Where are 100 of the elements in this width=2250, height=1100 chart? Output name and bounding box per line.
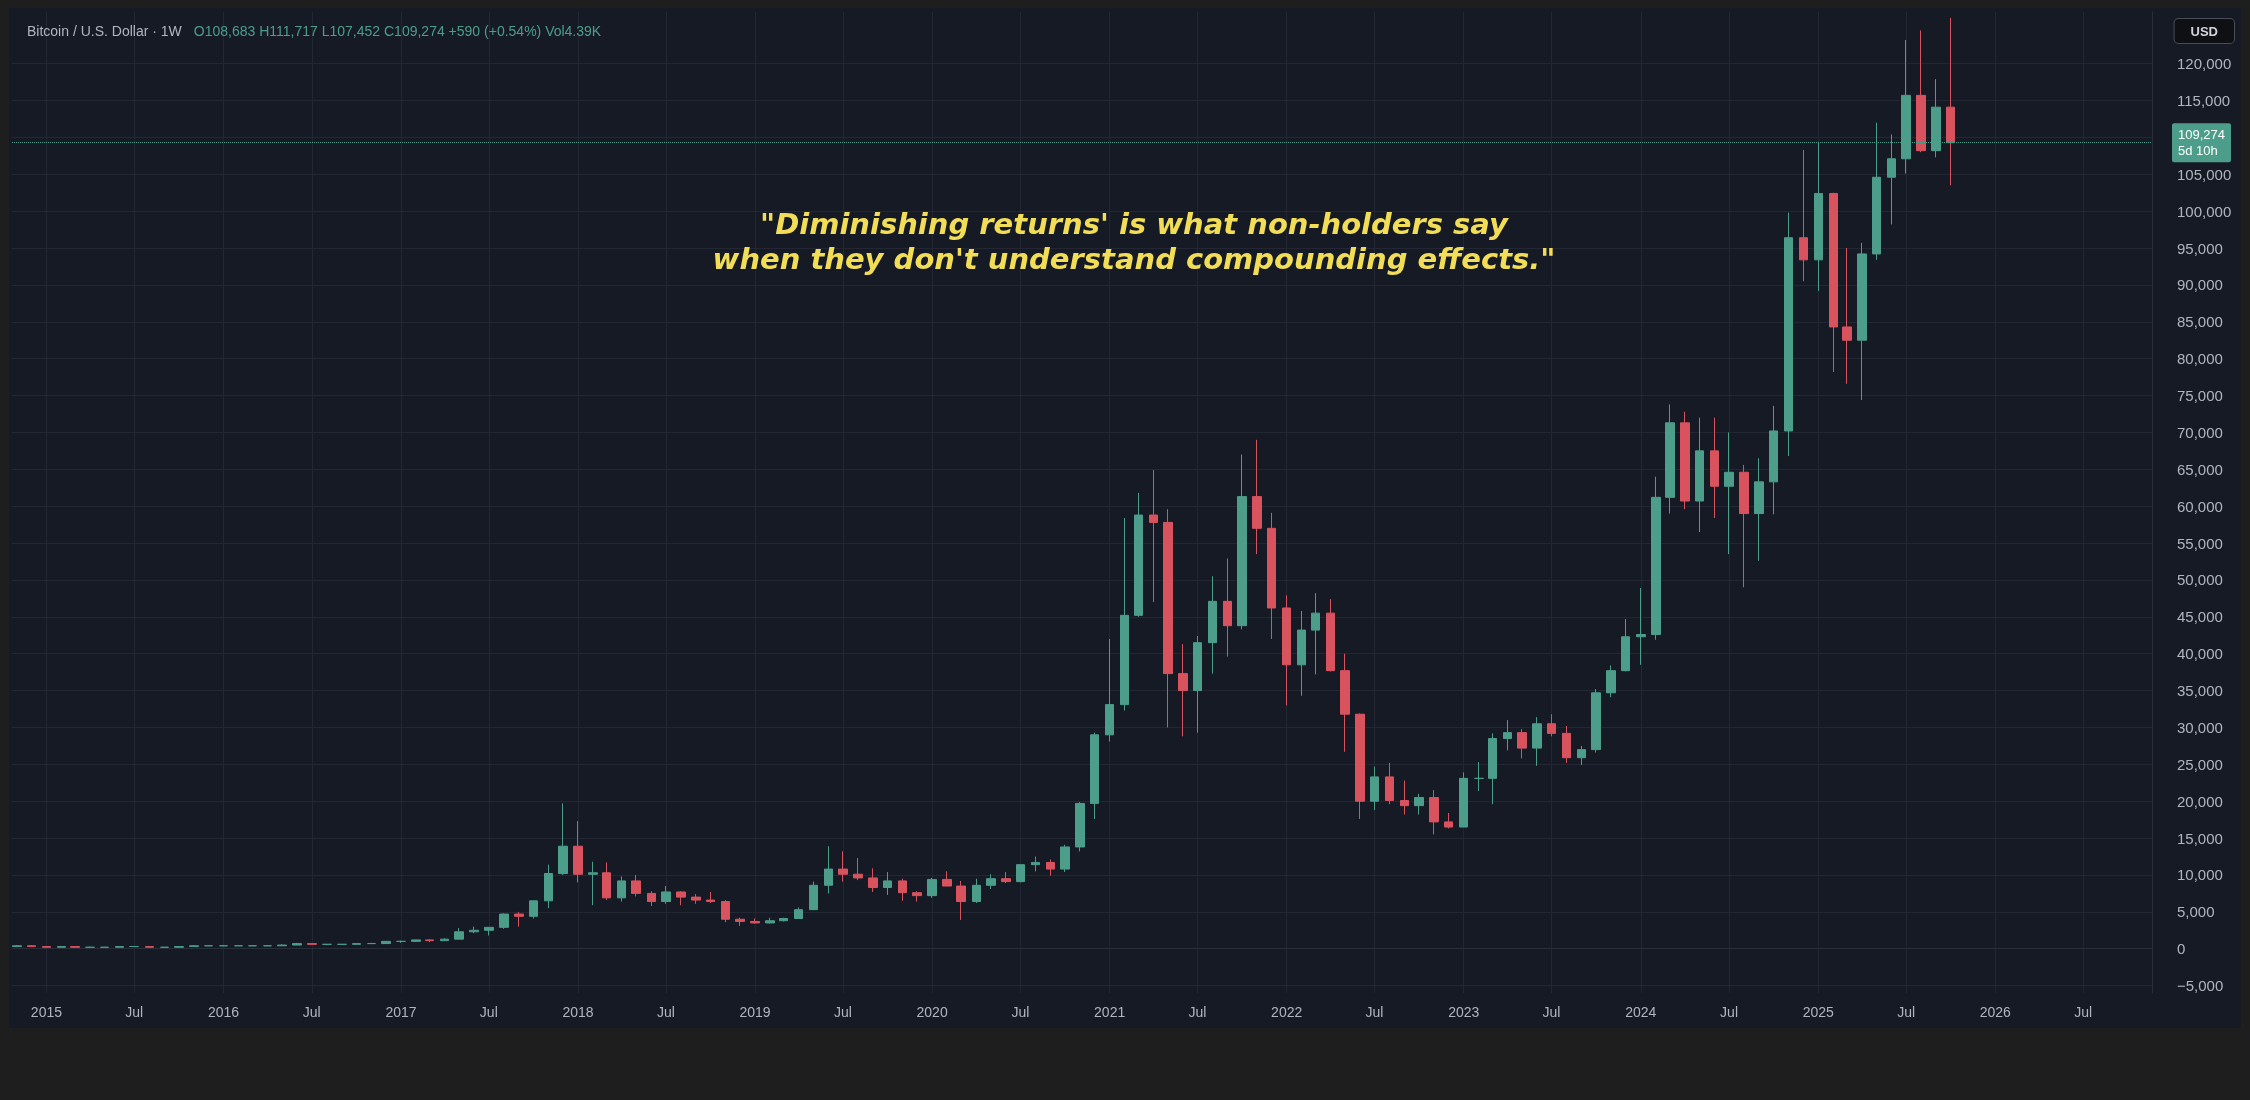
y-tick-label: 105,000 (2177, 165, 2232, 183)
candlestick (1237, 454, 1247, 630)
candlestick (1946, 17, 1955, 186)
x-tick-label: 2018 (562, 1004, 594, 1020)
candlestick (322, 943, 332, 946)
candlestick (1562, 725, 1571, 764)
candlestick (454, 927, 464, 940)
y-tick-label: 95,000 (2177, 239, 2223, 257)
candlestick (1724, 431, 1734, 555)
candlestick (1532, 716, 1542, 767)
candlestick (1916, 29, 1926, 153)
candlestick (721, 899, 730, 923)
x-tick-label: Jul (833, 1004, 852, 1020)
candlestick (1385, 762, 1394, 805)
candlestick (292, 942, 302, 946)
x-tick-label: Jul (1365, 1004, 1384, 1020)
candlestick (1429, 789, 1439, 835)
candlestick (469, 926, 479, 934)
x-tick-label: 2025 (1802, 1004, 1835, 1020)
candlestick (794, 906, 803, 919)
candlestick (1651, 476, 1661, 641)
candlestick (853, 857, 863, 881)
x-tick-label: Jul (1897, 1004, 1916, 1020)
x-tick-label: 2016 (207, 1004, 240, 1020)
candlestick (1060, 844, 1070, 873)
candlestick (1193, 635, 1202, 734)
candlestick (277, 943, 287, 947)
y-tick-label: 25,000 (2177, 755, 2223, 773)
candlestick (514, 911, 524, 928)
candlestick (558, 802, 568, 876)
candlestick (661, 885, 671, 905)
candlestick (1163, 508, 1173, 728)
candlestick (1282, 594, 1291, 706)
candlestick (1223, 558, 1232, 658)
candlestick (1695, 417, 1704, 533)
candlestick (1636, 587, 1646, 666)
candlestick (1517, 728, 1527, 759)
y-tick-label: 70,000 (2177, 423, 2223, 441)
candlestick (1400, 780, 1409, 815)
candlestick (1621, 618, 1630, 672)
candlestick (1842, 247, 1852, 385)
candlestick (1149, 469, 1158, 603)
candlestick (1031, 856, 1040, 872)
candlestick (779, 917, 788, 922)
candlestick (676, 890, 686, 906)
y-tick-label: 0 (2177, 940, 2186, 958)
x-tick-label: Jul (1011, 1004, 1030, 1020)
candlestick (1784, 212, 1793, 457)
y-tick-label: 35,000 (2177, 682, 2223, 700)
candlestick (1370, 766, 1379, 811)
candlestick (1665, 403, 1675, 515)
candlestick (1414, 793, 1424, 815)
candlestick (972, 878, 981, 904)
candlestick (12, 944, 22, 948)
y-tick-label: 100,000 (2177, 202, 2232, 220)
candlestick (838, 850, 848, 883)
candlestick (1444, 812, 1453, 830)
candlestick (1503, 719, 1512, 751)
y-axis-title: USD (2190, 24, 2219, 39)
y-tick-label: −5,000 (2177, 977, 2224, 995)
x-tick-label: Jul (1720, 1004, 1738, 1020)
candlestick (1577, 745, 1586, 766)
candlestick (544, 864, 553, 909)
candlestick (1680, 411, 1690, 510)
x-tick-label: 2023 (1448, 1004, 1480, 1020)
candlestick (411, 939, 421, 943)
candlestick (927, 877, 937, 899)
candlestick (1754, 457, 1764, 562)
candlestick (499, 912, 509, 930)
y-tick-label: 85,000 (2177, 313, 2223, 331)
candlestick (1016, 864, 1025, 883)
candlestick (1134, 492, 1143, 618)
candlestick (1311, 592, 1320, 675)
x-tick-label: 2026 (1979, 1004, 2012, 1020)
x-tick-label: 2017 (385, 1004, 417, 1020)
y-tick-label: 5,000 (2177, 903, 2215, 921)
candlestick (1326, 598, 1335, 672)
candlestick (647, 890, 656, 907)
candlestick (617, 875, 626, 903)
y-tick-label: 120,000 (2177, 55, 2232, 73)
candlestick (735, 917, 745, 927)
x-tick-label: 2019 (739, 1004, 771, 1020)
x-tick-label: 2015 (30, 1004, 63, 1020)
candlestick (1769, 405, 1778, 515)
candlestick (1090, 732, 1099, 820)
candlestick (1488, 732, 1497, 805)
y-tick-label: 65,000 (2177, 460, 2223, 478)
candlestick (1710, 417, 1719, 519)
candlestick (956, 880, 966, 921)
candlestick (1178, 643, 1188, 737)
candlestick (381, 940, 391, 945)
x-tick-label: Jul (479, 1004, 498, 1020)
candlestick (1474, 761, 1484, 792)
x-tick-label: 2022 (1271, 1004, 1303, 1020)
candlestick (750, 918, 760, 925)
y-tick-label: 15,000 (2177, 829, 2223, 847)
y-tick-label: 55,000 (2177, 534, 2223, 552)
candlestick (706, 891, 715, 904)
candlestick (824, 845, 833, 894)
y-tick-label: 90,000 (2177, 276, 2223, 294)
